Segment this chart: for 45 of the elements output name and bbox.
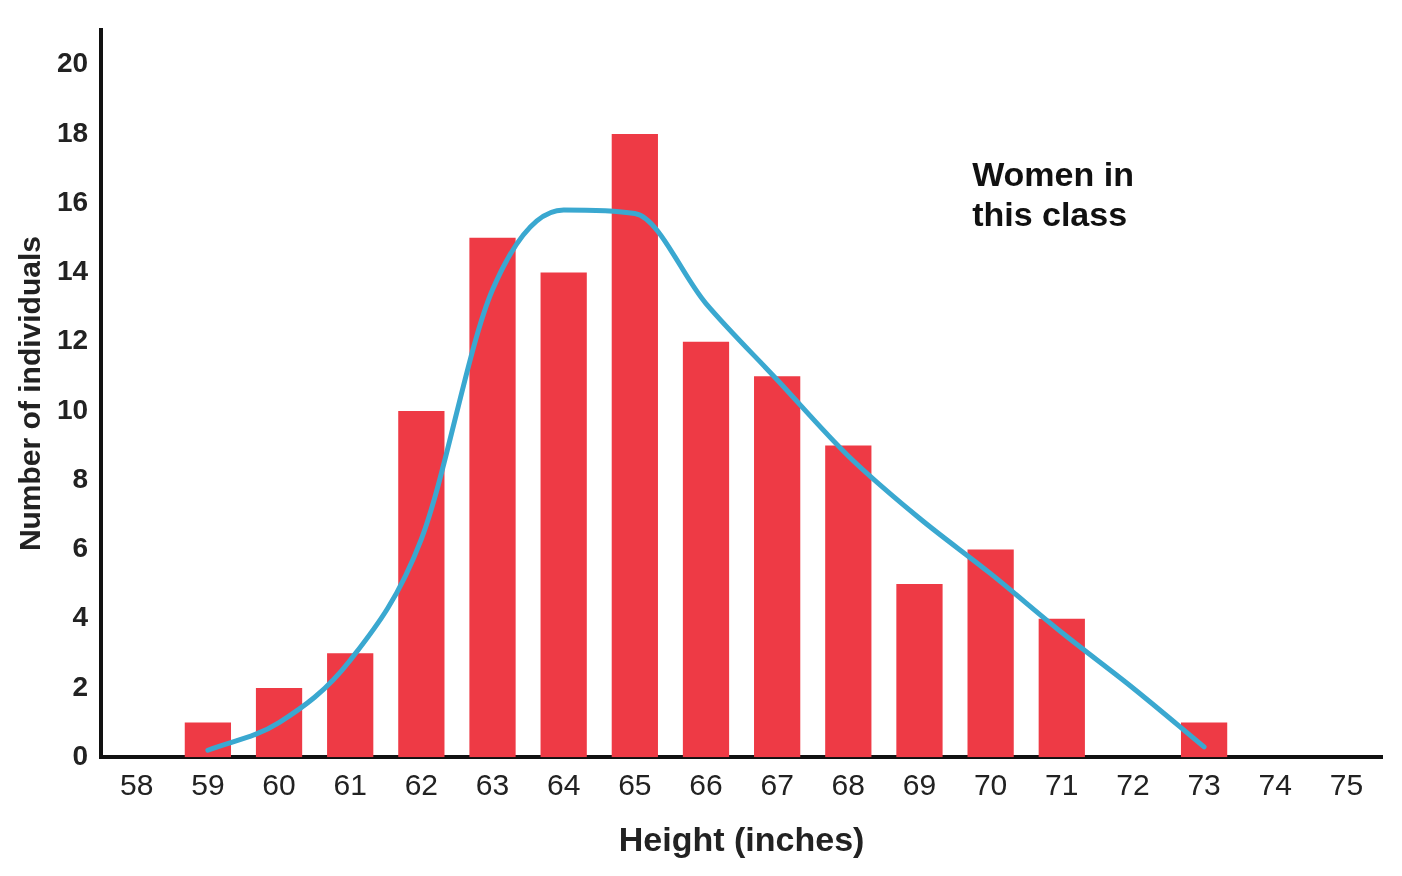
bar bbox=[255, 687, 303, 758]
x-tick-label: 71 bbox=[1045, 768, 1079, 802]
y-tick-label: 8 bbox=[72, 462, 89, 494]
x-tick-label: 74 bbox=[1258, 768, 1292, 802]
y-tick-label: 14 bbox=[56, 255, 89, 287]
y-tick-label: 18 bbox=[56, 116, 89, 148]
x-tick-label: 72 bbox=[1116, 768, 1150, 802]
x-tick-label: 73 bbox=[1187, 768, 1221, 802]
bar bbox=[1038, 618, 1085, 758]
y-tick-label: 10 bbox=[56, 393, 89, 425]
bar bbox=[825, 445, 872, 758]
x-tick-label: 58 bbox=[120, 768, 154, 802]
bar bbox=[611, 133, 658, 758]
bar bbox=[184, 722, 232, 758]
bar bbox=[469, 237, 516, 758]
x-tick-label: 59 bbox=[191, 768, 225, 802]
bar bbox=[398, 410, 445, 758]
x-tick-label: 66 bbox=[689, 768, 723, 802]
bar bbox=[540, 272, 587, 758]
x-tick-label: 61 bbox=[333, 768, 367, 802]
x-tick-label: 67 bbox=[760, 768, 794, 802]
y-tick-label: 20 bbox=[56, 47, 89, 79]
bar bbox=[967, 549, 1014, 758]
x-tick-label: 75 bbox=[1329, 768, 1364, 802]
y-tick-label: 2 bbox=[72, 670, 89, 702]
bar bbox=[682, 341, 730, 758]
x-tick-label: 68 bbox=[831, 768, 865, 802]
x-tick-label: 64 bbox=[546, 768, 581, 802]
x-tick-label: 62 bbox=[404, 768, 439, 802]
y-tick-label: 4 bbox=[72, 601, 89, 633]
y-tick-label: 16 bbox=[56, 185, 89, 217]
x-tick-label: 69 bbox=[902, 768, 937, 802]
x-axis-title: Height (inches) bbox=[618, 819, 865, 858]
x-tick-label: 70 bbox=[973, 768, 1008, 802]
y-tick-label: 0 bbox=[72, 739, 89, 771]
x-tick-label: 63 bbox=[475, 768, 510, 802]
bar bbox=[327, 653, 374, 758]
annotation: Women in this class bbox=[972, 155, 1134, 234]
y-axis-title: Number of individuals bbox=[13, 236, 47, 552]
x-tick-label: 65 bbox=[618, 768, 652, 802]
x-tick-label: 60 bbox=[262, 768, 296, 802]
y-tick-label: 12 bbox=[56, 324, 89, 356]
y-tick-label: 6 bbox=[72, 532, 89, 564]
bar bbox=[896, 584, 943, 758]
bar bbox=[754, 376, 801, 758]
